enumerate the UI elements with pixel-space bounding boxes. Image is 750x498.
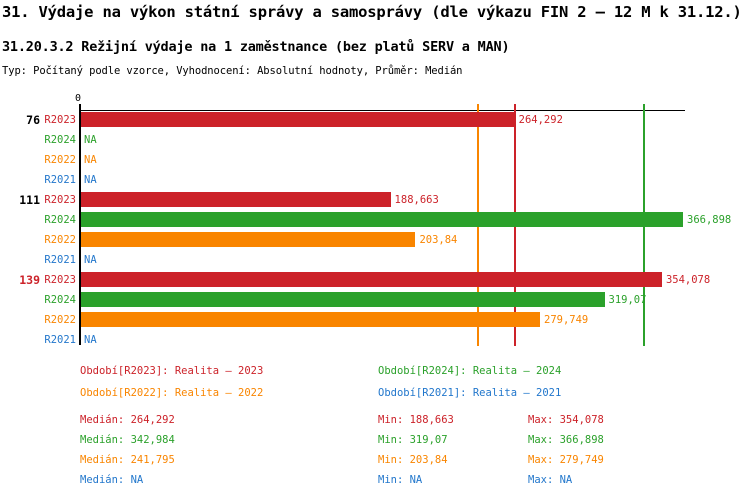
legend-item[interactable]: Období[R2023]: Realita – 2023 xyxy=(80,365,264,377)
series-row-label-r2021: R2021 xyxy=(44,334,76,346)
stat-median: Medián: 264,292 xyxy=(80,414,175,426)
bar-na-value: NA xyxy=(84,334,97,346)
y-axis-line xyxy=(79,108,81,345)
stat-max: Max: 366,898 xyxy=(528,434,604,446)
stat-max: Max: 279,749 xyxy=(528,454,604,466)
stat-min: Min: 203,84 xyxy=(378,454,448,466)
series-row-label-r2023: R2023 xyxy=(44,114,76,126)
bar-value-label: 354,078 xyxy=(665,274,711,286)
stat-min: Min: NA xyxy=(378,474,423,486)
axis-zero-tick-mark xyxy=(79,104,81,109)
chart-subtitle: 31.20.3.2 Režijní výdaje na 1 zaměstnanc… xyxy=(2,39,510,55)
bar-r2023[interactable] xyxy=(81,192,391,207)
group-label: 111 xyxy=(19,193,40,207)
bar-value-label: 366,898 xyxy=(687,214,732,226)
series-row-label-r2022: R2022 xyxy=(44,234,76,246)
bar-na-value: NA xyxy=(84,174,97,186)
bar-na-value: NA xyxy=(84,254,97,266)
axis-zero-tick-label: 0 xyxy=(75,93,82,104)
series-row-label-r2022: R2022 xyxy=(44,314,76,326)
legend-item[interactable]: Období[R2024]: Realita – 2024 xyxy=(378,365,562,377)
series-row-label-r2021: R2021 xyxy=(44,174,76,186)
bar-value-label: 279,749 xyxy=(544,314,589,326)
stat-min: Min: 319,07 xyxy=(378,434,448,446)
bar-value-label: 319,07 xyxy=(608,294,647,306)
series-row-label-r2024: R2024 xyxy=(44,294,76,306)
bar-na-value: NA xyxy=(84,134,97,146)
stat-median: Medián: 342,984 xyxy=(80,434,175,446)
series-row-label-r2023: R2023 xyxy=(44,194,76,206)
series-row-label-r2024: R2024 xyxy=(44,214,76,226)
bar-value-label: 264,292 xyxy=(518,114,563,126)
bar-r2023[interactable] xyxy=(81,272,662,287)
bar-value-label: 188,663 xyxy=(394,194,439,206)
bar-chart-plot: 0 76 R2023 264,292 R2024 NA R2022 NA R2021 NA 111… xyxy=(19,93,732,346)
stat-max: Max: NA xyxy=(528,474,573,486)
legend-item[interactable]: Období[R2022]: Realita – 2022 xyxy=(80,387,264,399)
plot-top-rule xyxy=(79,110,685,111)
bar-r2022[interactable] xyxy=(81,232,416,247)
bar-value-label: 203,84 xyxy=(419,234,458,246)
chart-meta-line: Typ: Počítaný podle vzorce, Vyhodnocení:… xyxy=(2,65,463,77)
stat-median: Medián: NA xyxy=(80,474,144,486)
chart-statistics: Medián: 264,292 Min: 188,663 Max: 354,078 M… xyxy=(0,410,750,498)
group-label: 139 xyxy=(19,273,40,287)
legend-item[interactable]: Období[R2021]: Realita – 2021 xyxy=(378,387,562,399)
bar-r2022[interactable] xyxy=(81,312,540,327)
series-row-label-r2024: R2024 xyxy=(44,134,76,146)
series-row-label-r2023: R2023 xyxy=(44,274,76,286)
stat-min: Min: 188,663 xyxy=(378,414,454,426)
series-row-label-r2021: R2021 xyxy=(44,254,76,266)
group-label: 76 xyxy=(26,113,40,127)
stat-median: Medián: 241,795 xyxy=(80,454,175,466)
bar-r2023[interactable] xyxy=(81,112,515,127)
page-title: 31. Výdaje na výkon státní správy a samo… xyxy=(2,3,742,21)
bar-r2024[interactable] xyxy=(81,292,605,307)
bar-r2024[interactable] xyxy=(81,212,683,227)
series-row-label-r2022: R2022 xyxy=(44,154,76,166)
stat-max: Max: 354,078 xyxy=(528,414,604,426)
chart-legend: Období[R2023]: Realita – 2023 Období[R202… xyxy=(0,360,750,410)
bar-na-value: NA xyxy=(84,154,97,166)
